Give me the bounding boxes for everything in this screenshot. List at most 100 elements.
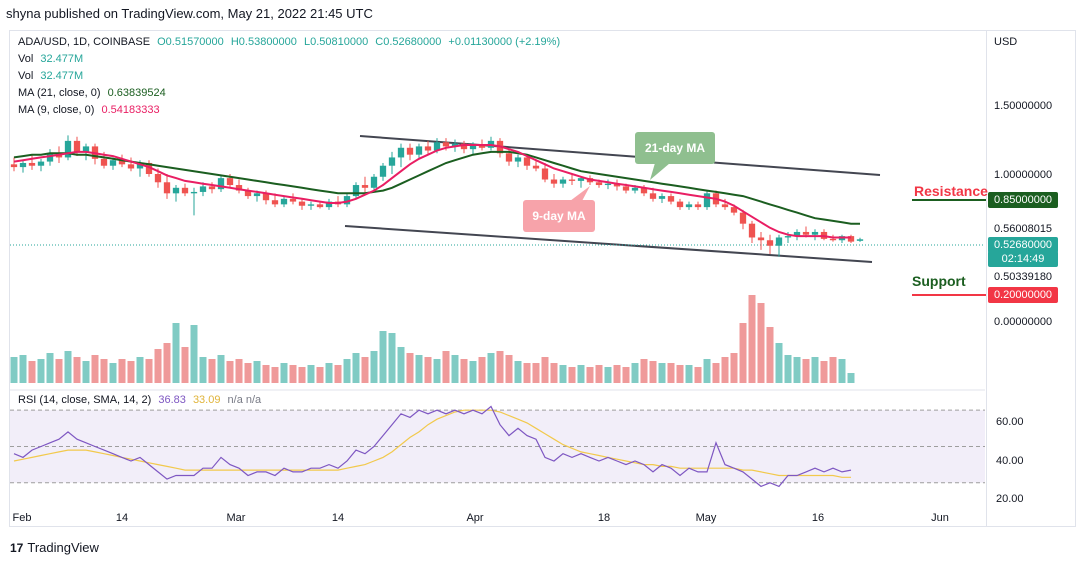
candle-body	[19, 162, 27, 168]
candle-body	[460, 143, 468, 150]
volume-bar	[388, 333, 396, 383]
volume-bar	[496, 351, 504, 383]
candle-body	[64, 140, 72, 158]
rsi-tick-20: 20.00	[996, 493, 1024, 505]
candle-body	[856, 239, 864, 241]
volume-bar	[766, 327, 774, 383]
x-axis-label: 18	[598, 512, 610, 524]
candle-body	[82, 146, 90, 152]
volume-bar	[235, 359, 243, 383]
volume-bar	[820, 361, 828, 383]
candle-body	[631, 187, 639, 191]
candle-body	[802, 231, 810, 235]
ma9-line	[13, 144, 851, 239]
candle-body	[559, 179, 567, 184]
volume-bar	[28, 361, 36, 383]
volume-bar	[784, 355, 792, 383]
ma21-price-tag: 0.56008015	[988, 221, 1058, 237]
volume-bar	[442, 351, 450, 383]
resistance-price-tag: 0.85000000	[988, 192, 1058, 208]
candle-body	[721, 204, 729, 208]
legend-vol-2: Vol 32.477M	[18, 70, 87, 82]
candle-body	[550, 179, 558, 184]
volume-bar	[523, 363, 531, 383]
x-axis-label: 16	[812, 512, 824, 524]
volume-bar	[847, 373, 855, 383]
volume-bar	[703, 359, 711, 383]
candle-body	[469, 145, 477, 150]
legend-ohlc: ADA/USD, 1D, COINBASE O0.51570000 H0.538…	[18, 36, 564, 48]
candle-body	[829, 238, 837, 241]
rsi-sma-line	[13, 409, 851, 478]
candle-body	[658, 196, 666, 199]
candle-body	[28, 162, 36, 166]
legend-vol1-label: Vol	[18, 53, 34, 65]
candle-body	[397, 147, 405, 158]
candle-body	[406, 147, 414, 155]
volume-bar	[406, 353, 414, 383]
volume-bar	[532, 363, 540, 383]
lower-trendline	[344, 225, 873, 263]
volume-bar	[91, 355, 99, 383]
candle-body	[208, 186, 216, 190]
legend-vol-1: Vol 32.477M	[18, 53, 87, 65]
volume-bar	[739, 323, 747, 383]
volume-bar	[802, 359, 810, 383]
candle-body	[424, 146, 432, 151]
candle-body	[577, 178, 585, 181]
legend-ma9-label: MA (9, close, 0)	[18, 104, 95, 116]
candle-body	[604, 183, 612, 186]
candle-body	[703, 193, 711, 208]
x-axis-label: Feb	[13, 512, 32, 524]
candle-body	[316, 204, 324, 208]
volume-bar	[271, 367, 279, 383]
upper-trendline	[359, 135, 881, 176]
ma21-callout-pointer	[650, 163, 670, 180]
volume-bar	[46, 353, 54, 383]
candle-body	[145, 162, 153, 174]
candle-body	[685, 204, 693, 208]
candle-body	[793, 231, 801, 237]
candle-body	[379, 165, 387, 177]
candle-body	[190, 191, 198, 194]
volume-bar	[163, 343, 171, 383]
volume-bar	[478, 357, 486, 383]
candle-body	[667, 196, 675, 202]
volume-bar	[379, 331, 387, 383]
legend-vol2-label: Vol	[18, 70, 34, 82]
candle-body	[289, 198, 297, 202]
legend-symbol[interactable]: ADA/USD, 1D, COINBASE	[18, 36, 151, 48]
x-axis-label: 14	[116, 512, 128, 524]
volume-bar	[811, 357, 819, 383]
chart-area[interactable]	[9, 30, 986, 527]
volume-bar	[550, 363, 558, 383]
x-axis-label: Jun	[931, 512, 949, 524]
countdown-tag: 02:14:49	[988, 251, 1058, 267]
volume-bar	[415, 355, 423, 383]
candle-body	[199, 186, 207, 192]
volume-bar	[100, 359, 108, 383]
price-tick-0-0: 0.00000000	[994, 316, 1053, 328]
volume-bar	[712, 363, 720, 383]
volume-bar	[424, 357, 432, 383]
volume-bar	[748, 295, 756, 383]
volume-bar	[451, 355, 459, 383]
x-axis-label: May	[696, 512, 717, 524]
candle-body	[757, 237, 765, 241]
candle-body	[325, 201, 333, 208]
candle-body	[532, 165, 540, 169]
candle-body	[136, 162, 144, 169]
candle-body	[172, 187, 180, 194]
publisher-line: shyna published on TradingView.com, May …	[6, 6, 373, 21]
candle-body	[10, 164, 18, 168]
volume-bar	[217, 355, 225, 383]
volume-bar	[244, 363, 252, 383]
price-axis[interactable]	[986, 30, 1076, 527]
volume-bar	[541, 357, 549, 383]
support-price-tag: 0.20000000	[988, 287, 1058, 303]
volume-bar	[280, 363, 288, 383]
volume-bar	[19, 355, 27, 383]
x-axis-label: Apr	[466, 512, 483, 524]
candle-body	[154, 174, 162, 183]
